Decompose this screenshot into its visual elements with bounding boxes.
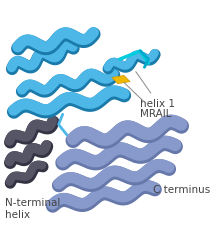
Polygon shape <box>112 76 130 84</box>
Text: C terminus: C terminus <box>153 184 210 194</box>
Text: MRAIL: MRAIL <box>124 83 172 119</box>
Text: helix 1: helix 1 <box>136 72 175 108</box>
Text: N-terminal
helix: N-terminal helix <box>6 197 61 220</box>
